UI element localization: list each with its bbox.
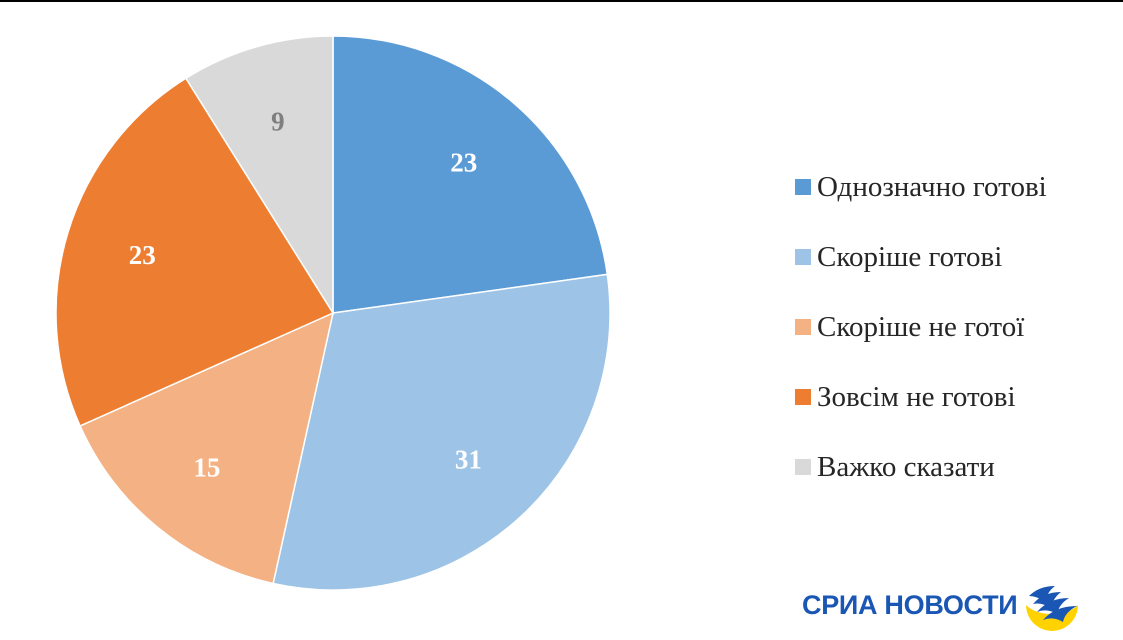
legend-item: Однозначно готові [795,152,1047,222]
pie-slice-1 [332,35,609,314]
legend-label: Однозначно готові [817,170,1047,203]
pie-slice-3 [79,311,335,585]
legend-item: Важко сказати [795,432,1047,502]
legend-swatch [795,179,811,195]
top-border-line [0,0,1123,2]
legend-swatch [795,389,811,405]
legend-swatch [795,319,811,335]
chart-legend: Однозначно готові Скоріше готові Скоріше н… [795,152,1047,502]
pie-value-labels: 23 31 15 23 9 [129,106,482,482]
logo-text: СРИА НОВОСТИ [802,589,1018,620]
logo-emblem-icon [1026,579,1079,631]
pie-slice-2 [272,273,611,591]
pie-slice-4 [55,77,335,427]
pie-slices [55,35,611,591]
legend-label: Скоріше готові [817,240,1003,273]
legend-label: Зовсім не готові [817,380,1016,413]
pie-value-label-5: 9 [271,106,285,136]
legend-label: Важко сказати [817,450,995,483]
legend-swatch [795,459,811,475]
legend-item: Зовсім не готові [795,362,1047,432]
legend-item: Скоріше готові [795,222,1047,292]
pie-value-label-4: 23 [129,240,156,270]
legend-swatch [795,249,811,265]
pie-value-label-1: 23 [450,148,477,178]
legend-label: Скоріше не готої [817,310,1025,343]
pie-value-label-2: 31 [455,444,482,474]
pie-slice-5 [184,35,334,316]
legend-item: Скоріше не готої [795,292,1047,362]
pie-value-label-3: 15 [193,453,220,483]
pie-chart: 23 31 15 23 9 [55,35,611,591]
ria-novosti-logo: СРИА НОВОСТИ [802,574,1114,636]
